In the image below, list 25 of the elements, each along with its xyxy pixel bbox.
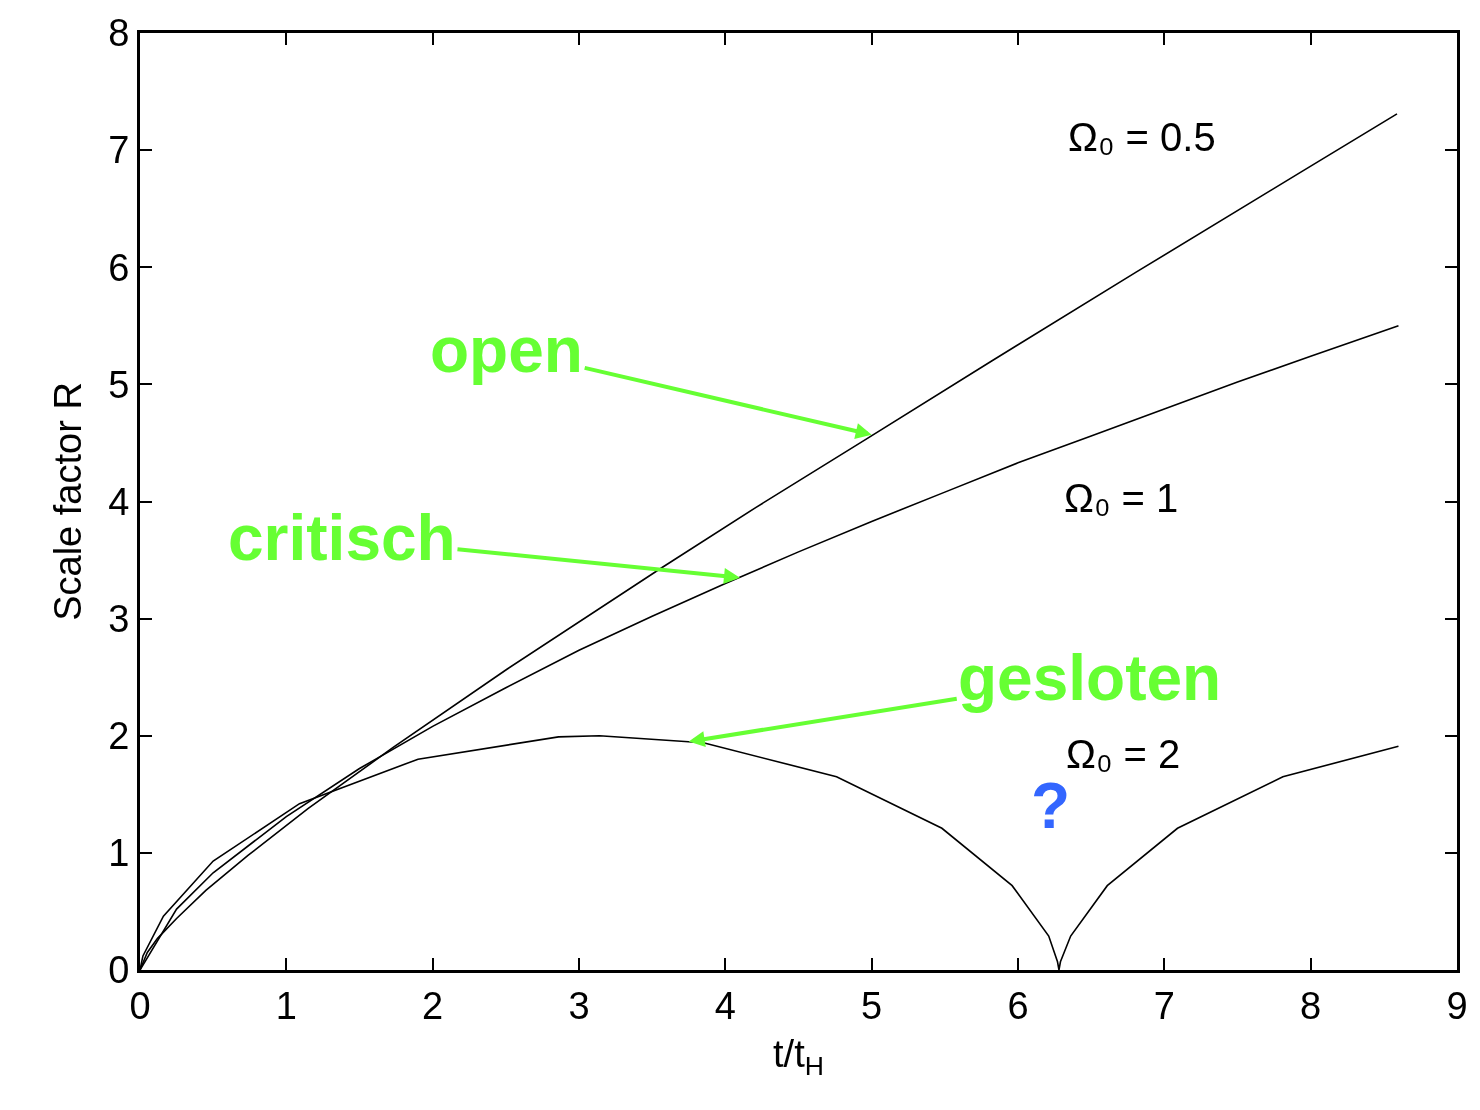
x-tick-label: 3: [568, 984, 590, 1027]
annotation: gesloten: [958, 642, 1222, 714]
x-tick-label: 9: [1446, 984, 1468, 1027]
x-tick-label: 1: [275, 984, 297, 1027]
x-tick-label: 4: [714, 984, 736, 1027]
x-tick-label: 5: [861, 984, 883, 1027]
x-tick-label: 8: [1300, 984, 1322, 1027]
y-tick-label: 6: [108, 246, 130, 289]
x-tick-label: 7: [1153, 984, 1175, 1027]
x-tick-label: 6: [1007, 984, 1029, 1027]
annotation: open: [430, 314, 583, 386]
series-label: Ω₀ = 0.5: [1068, 115, 1216, 159]
y-tick-label: 0: [108, 949, 130, 992]
y-tick-label: 7: [108, 129, 130, 172]
y-tick-label: 4: [108, 480, 130, 523]
y-tick-label: 5: [108, 363, 130, 406]
y-tick-label: 3: [108, 597, 130, 640]
annotation: critisch: [228, 502, 456, 574]
series-label: Ω₀ = 1: [1064, 476, 1179, 520]
x-tick-label: 2: [422, 984, 444, 1027]
x-axis-title: t/t$_{H}$: [773, 1032, 824, 1081]
y-tick-label: 1: [108, 832, 130, 875]
y-tick-label: 2: [108, 715, 130, 758]
y-axis-title: Scale factor R: [47, 382, 90, 621]
y-tick-label: 8: [108, 12, 130, 55]
